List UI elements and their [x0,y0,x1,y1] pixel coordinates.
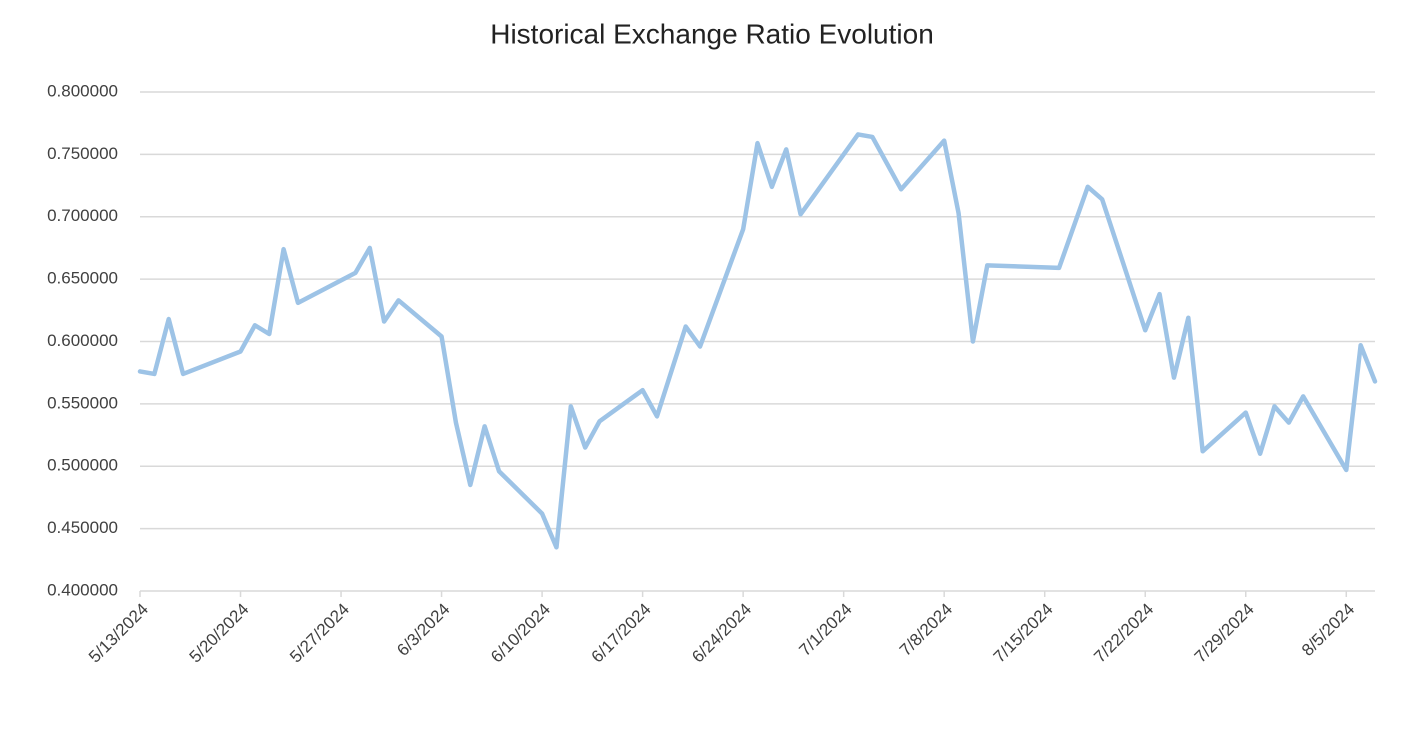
x-tick-label: 7/15/2024 [990,600,1057,667]
x-tick-label: 6/3/2024 [393,600,453,660]
y-tick-label: 0.400000 [47,580,118,599]
x-tick-label: 5/27/2024 [286,600,353,667]
chart-title: Historical Exchange Ratio Evolution [490,18,934,49]
x-tick-label: 7/8/2024 [896,600,956,660]
x-tick-label: 5/13/2024 [85,600,152,667]
y-tick-label: 0.800000 [47,81,118,100]
y-tick-label: 0.650000 [47,269,118,288]
y-tick-label: 0.750000 [47,144,118,163]
x-tick-label: 6/17/2024 [588,600,655,667]
x-tick-label: 7/22/2024 [1090,600,1157,667]
x-tick-label: 8/5/2024 [1298,600,1358,660]
y-tick-label: 0.550000 [47,393,118,412]
y-tick-label: 0.450000 [47,518,118,537]
y-tick-label: 0.600000 [47,331,118,350]
x-tick-label: 7/1/2024 [795,600,855,660]
x-tick-label: 5/20/2024 [186,600,253,667]
x-tick-label: 6/10/2024 [487,600,554,667]
x-tick-label: 6/24/2024 [688,600,755,667]
y-tick-label: 0.700000 [47,206,118,225]
x-tick-label: 7/29/2024 [1191,600,1258,667]
data-line [137,132,1378,550]
y-tick-label: 0.500000 [47,456,118,475]
